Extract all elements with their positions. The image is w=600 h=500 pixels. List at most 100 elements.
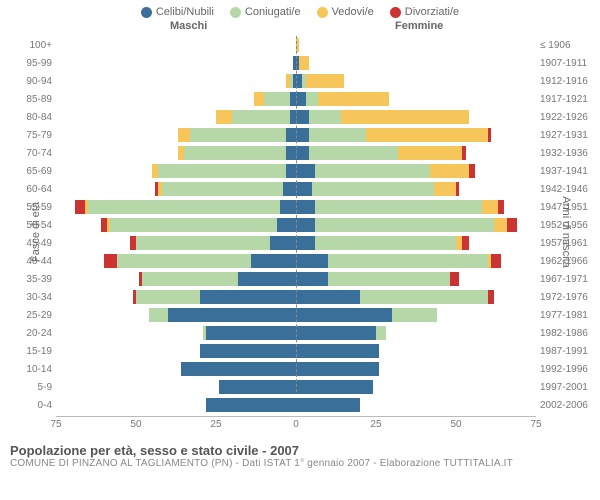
legend-item: Divorziati/e [390,6,459,18]
seg-cel [277,218,296,232]
age-label: 35-39 [8,274,52,285]
seg-con [376,326,386,340]
seg-cel [296,146,309,160]
year-label: 1922-1926 [540,112,592,123]
seg-cel [286,164,296,178]
bar-male [56,398,296,412]
age-label: 0-4 [8,400,52,411]
seg-con [142,272,238,286]
seg-con [315,164,430,178]
seg-con [328,272,450,286]
footer: Popolazione per età, sesso e stato civil… [0,439,600,469]
chart-title: Popolazione per età, sesso e stato civil… [10,443,590,458]
seg-ved [494,218,507,232]
age-label: 25-29 [8,310,52,321]
seg-div [104,254,117,268]
seg-con [328,254,488,268]
bar-female [296,128,536,142]
age-label: 15-19 [8,346,52,357]
age-label: 80-84 [8,112,52,123]
bar-male [56,74,296,88]
seg-div [462,236,468,250]
age-label: 40-44 [8,256,52,267]
legend-swatch [141,7,152,18]
legend-swatch [390,7,401,18]
age-label: 5-9 [8,382,52,393]
x-tick: 0 [293,419,299,430]
seg-div [507,218,517,232]
seg-cel [296,92,306,106]
year-label: 2002-2006 [540,400,592,411]
year-label: 1957-1961 [540,238,592,249]
year-label: 1962-1966 [540,256,592,267]
bar-female [296,272,536,286]
seg-div [75,200,85,214]
bar-male [56,290,296,304]
seg-cel [296,362,379,376]
seg-div [462,146,465,160]
seg-con [315,236,456,250]
age-label: 95-99 [8,58,52,69]
seg-cel [296,200,315,214]
seg-con [264,92,290,106]
bar-female [296,236,536,250]
bar-female [296,398,536,412]
seg-cel [181,362,296,376]
year-label: 1997-2001 [540,382,592,393]
bar-female [296,254,536,268]
seg-cel [296,218,315,232]
year-label: 1967-1971 [540,274,592,285]
year-label: 1977-1981 [540,310,592,321]
year-label: 1992-1996 [540,364,592,375]
seg-con [190,128,286,142]
year-label: 1987-1991 [540,346,592,357]
seg-div [491,254,501,268]
legend: Celibi/NubiliConiugati/eVedovi/eDivorzia… [0,0,600,20]
seg-ved [306,74,344,88]
seg-div [450,272,460,286]
seg-cel [286,128,296,142]
bar-female [296,326,536,340]
bar-female [296,38,536,52]
year-label: 1942-1946 [540,184,592,195]
bar-male [56,272,296,286]
bar-male [56,128,296,142]
seg-cel [296,254,328,268]
year-label: 1982-1986 [540,328,592,339]
seg-con [392,308,437,322]
seg-cel [168,308,296,322]
age-label: 30-34 [8,292,52,303]
seg-con [110,218,276,232]
seg-con [88,200,280,214]
chart-subtitle: COMUNE DI PINZANO AL TAGLIAMENTO (PN) - … [10,458,590,469]
seg-cel [286,146,296,160]
seg-con [309,110,341,124]
seg-con [162,182,284,196]
age-label: 45-49 [8,238,52,249]
plot: 100+≤ 190695-991907-191190-941912-191685… [56,36,536,416]
year-label: 1927-1931 [540,130,592,141]
legend-item: Celibi/Nubili [141,6,214,18]
bar-female [296,182,536,196]
x-tick: 50 [450,419,461,430]
seg-cel [296,380,373,394]
age-label: 100+ [8,40,52,51]
seg-div [488,290,494,304]
side-title-female: Femmine [395,20,443,32]
bar-female [296,200,536,214]
seg-cel [206,398,296,412]
seg-ved [318,92,388,106]
seg-ved [366,128,488,142]
seg-cel [296,398,360,412]
x-tick: 25 [210,419,221,430]
age-label: 90-94 [8,76,52,87]
seg-div [456,182,459,196]
age-label: 85-89 [8,94,52,105]
bar-male [56,92,296,106]
center-line [296,36,297,392]
seg-cel [238,272,296,286]
seg-cel [296,344,379,358]
seg-cel [296,182,312,196]
bar-female [296,218,536,232]
age-label: 10-14 [8,364,52,375]
